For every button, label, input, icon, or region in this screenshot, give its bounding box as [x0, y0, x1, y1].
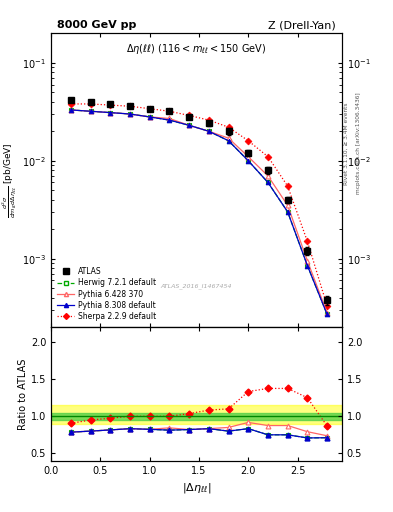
- X-axis label: $|\Delta\eta_{\ell\ell}|$: $|\Delta\eta_{\ell\ell}|$: [182, 481, 211, 495]
- Text: 8000 GeV pp: 8000 GeV pp: [57, 20, 136, 30]
- Text: Rivet 3.1.10, ≥ 3.4M events: Rivet 3.1.10, ≥ 3.4M events: [344, 102, 349, 185]
- Text: mcplots.cern.ch [arXiv:1306.3436]: mcplots.cern.ch [arXiv:1306.3436]: [356, 93, 361, 194]
- Y-axis label: $\frac{d^2\sigma}{dm_{\ell\ell}d\Delta\eta_{\ell\ell}}\ \mathrm{[pb/GeV]}$: $\frac{d^2\sigma}{dm_{\ell\ell}d\Delta\e…: [1, 142, 20, 218]
- Legend: ATLAS, Herwig 7.2.1 default, Pythia 6.428 370, Pythia 8.308 default, Sherpa 2.2.: ATLAS, Herwig 7.2.1 default, Pythia 6.42…: [55, 265, 158, 324]
- Bar: [51, 405, 342, 424]
- Bar: [51, 413, 342, 420]
- Text: Z (Drell-Yan): Z (Drell-Yan): [268, 20, 336, 30]
- Text: $\Delta\eta(\ell\ell)\ (116 < m_{\ell\ell} < 150\ \mathrm{GeV})$: $\Delta\eta(\ell\ell)\ (116 < m_{\ell\el…: [126, 42, 267, 56]
- Text: ATLAS_2016_I1467454: ATLAS_2016_I1467454: [161, 283, 232, 289]
- Y-axis label: Ratio to ATLAS: Ratio to ATLAS: [18, 358, 28, 430]
